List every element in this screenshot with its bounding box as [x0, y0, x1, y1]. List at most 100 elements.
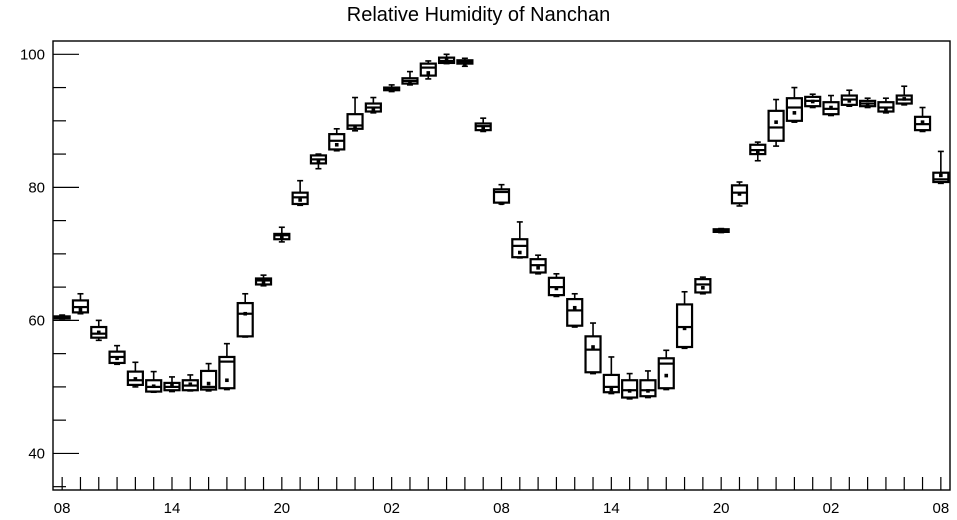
x-tick-label: 08	[54, 500, 71, 517]
box-group	[419, 60, 437, 80]
mean-marker	[96, 330, 101, 335]
box-group	[108, 344, 126, 366]
box-group	[328, 128, 346, 152]
box-group	[749, 141, 767, 162]
mean-marker	[481, 125, 485, 130]
x-tick-label: 20	[713, 500, 730, 517]
box	[419, 62, 437, 77]
box	[200, 369, 218, 391]
box-group	[163, 376, 181, 393]
mean-marker	[78, 307, 83, 312]
box-group	[584, 322, 602, 375]
mean-marker	[261, 279, 266, 284]
mean-marker	[664, 373, 669, 378]
box-group	[566, 292, 584, 328]
box	[218, 355, 236, 390]
mean-marker	[444, 57, 449, 62]
box-group	[730, 181, 749, 207]
box-group	[675, 290, 694, 350]
box	[236, 301, 254, 338]
mean-marker	[829, 105, 833, 110]
mean-marker	[865, 102, 870, 106]
box-group	[254, 274, 273, 287]
box-group	[859, 97, 877, 109]
x-tick-label: 02	[823, 500, 840, 517]
box-group	[346, 96, 364, 132]
mean-marker	[225, 378, 229, 383]
mean-marker	[884, 107, 888, 111]
mean-marker	[591, 345, 595, 349]
box	[511, 238, 529, 259]
box-group	[529, 254, 547, 275]
box-group	[657, 349, 675, 391]
box-group	[932, 150, 950, 185]
box-group	[712, 227, 730, 234]
mean-marker	[206, 381, 211, 386]
mean-marker	[792, 111, 797, 115]
x-tick-label: 08	[933, 500, 950, 517]
x-tick-label: 02	[383, 500, 400, 517]
box-group	[492, 183, 511, 206]
mean-marker	[719, 228, 723, 233]
box-group	[913, 106, 932, 133]
mean-marker	[188, 382, 193, 387]
box-group	[364, 96, 382, 114]
x-tick-label: 20	[273, 500, 290, 517]
plot-frame	[52, 40, 951, 491]
y-axis: 40 60 80 100	[20, 46, 79, 488]
mean-marker	[280, 235, 284, 240]
box-group	[547, 273, 566, 298]
mean-marker	[243, 311, 248, 316]
x-tick-label: 14	[164, 500, 181, 517]
mean-marker	[151, 384, 156, 389]
mean-marker	[371, 107, 376, 111]
mean-marker	[609, 387, 614, 392]
box-group	[621, 372, 639, 400]
box	[621, 379, 639, 399]
mean-marker	[554, 286, 559, 291]
box-group	[785, 86, 803, 123]
box-series	[53, 53, 950, 400]
box-group	[437, 53, 456, 65]
box-group	[456, 57, 474, 68]
y-tick-label: 80	[28, 179, 45, 196]
x-axis: 08 14 20 02 08 14 20 02 08	[54, 477, 949, 517]
mean-marker	[737, 192, 742, 196]
box-group	[840, 89, 858, 107]
mean-marker	[682, 326, 687, 331]
mean-marker	[133, 377, 138, 381]
mean-marker	[902, 97, 907, 101]
box	[566, 297, 584, 327]
x-tick-label: 08	[493, 500, 510, 517]
mean-marker	[426, 71, 431, 75]
mean-marker	[170, 383, 174, 388]
box-group	[273, 226, 291, 243]
box-group	[181, 374, 199, 392]
box-group	[639, 370, 657, 399]
mean-marker	[499, 201, 504, 206]
box-group	[895, 85, 913, 106]
box-group	[822, 94, 840, 117]
box	[639, 379, 657, 398]
box-group	[877, 97, 895, 114]
mean-marker	[316, 159, 321, 164]
mean-marker	[298, 198, 302, 202]
box	[767, 109, 785, 142]
y-tick-label: 100	[20, 46, 45, 63]
box-group	[126, 361, 144, 388]
mean-marker	[408, 80, 412, 85]
box-group	[236, 292, 254, 338]
mean-marker	[847, 99, 852, 103]
mean-marker	[536, 266, 540, 270]
mean-marker	[334, 142, 339, 147]
box-group	[53, 314, 71, 320]
mean-marker	[701, 285, 705, 290]
mean-marker	[646, 389, 650, 393]
box-group	[90, 319, 108, 342]
box-group	[767, 98, 785, 147]
box-group	[145, 370, 163, 394]
box	[785, 97, 803, 122]
mean-marker	[810, 99, 815, 104]
mean-marker	[60, 315, 64, 319]
box	[932, 171, 950, 184]
